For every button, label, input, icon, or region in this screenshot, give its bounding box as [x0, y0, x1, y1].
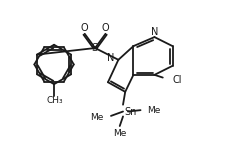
Text: N: N [107, 53, 114, 63]
Text: S: S [92, 43, 99, 53]
Text: Me: Me [147, 106, 160, 115]
Text: Sn: Sn [124, 107, 137, 117]
Text: Me: Me [113, 129, 126, 138]
Text: Cl: Cl [172, 75, 182, 85]
Text: O: O [81, 23, 88, 33]
Text: CH₃: CH₃ [46, 96, 63, 105]
Text: N: N [151, 27, 158, 37]
Text: O: O [102, 23, 109, 33]
Text: Me: Me [91, 113, 104, 122]
